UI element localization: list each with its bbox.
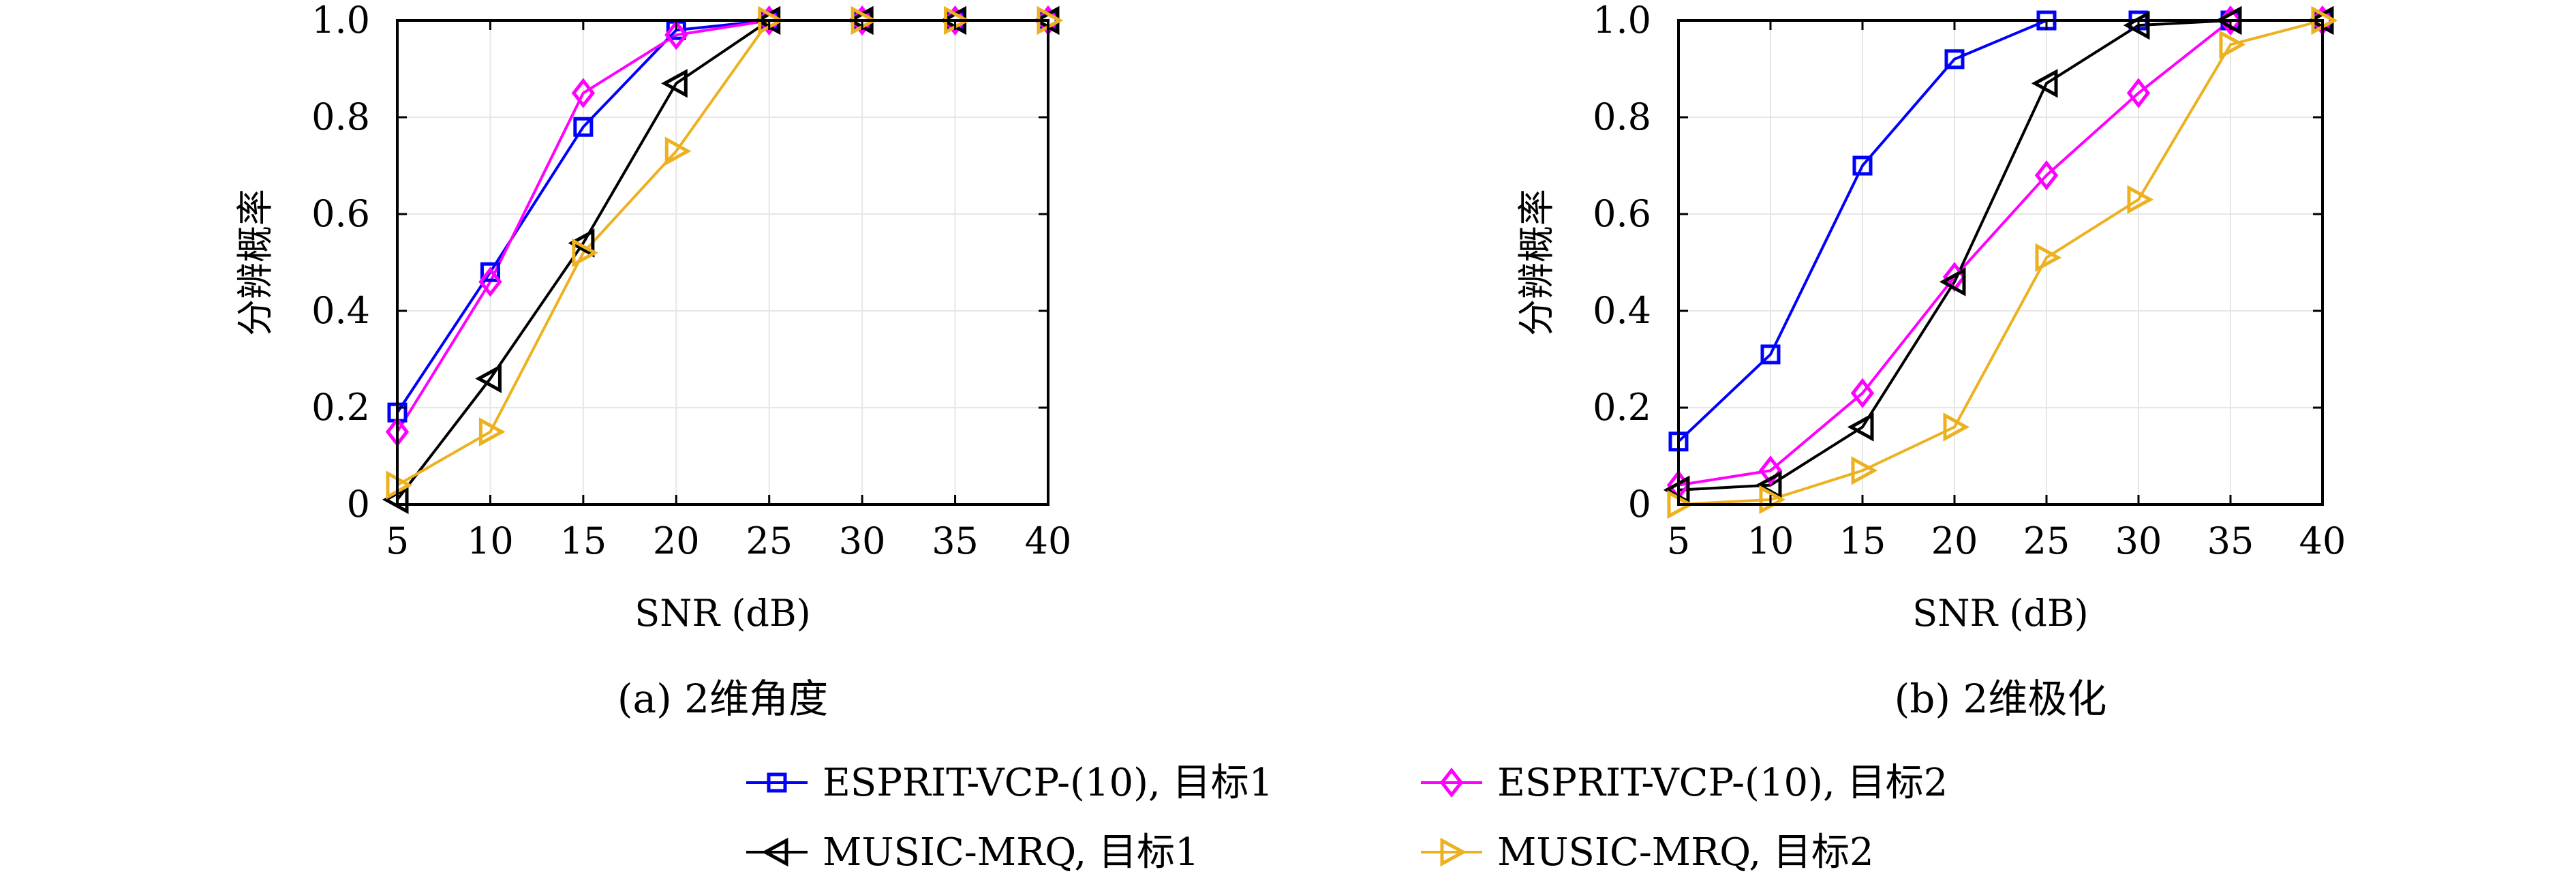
x-tick-label: 5 bbox=[386, 519, 409, 562]
y-tick-label: 0.8 bbox=[1593, 95, 1651, 138]
legend-item: MUSIC-MRQ, 目标2 bbox=[1421, 830, 1874, 875]
y-tick-label: 0 bbox=[347, 483, 370, 526]
data-point bbox=[2034, 160, 2059, 191]
chart-panel-1: 5 10 15 20 25 30 35 40 0 0.2 0.4 0.6 0.8 1.0 SNR (dB) 分… bbox=[234, 0, 1071, 722]
legend-marker bbox=[1439, 767, 1464, 798]
x-tick-label: 30 bbox=[2115, 519, 2162, 562]
x-tick-label: 25 bbox=[2023, 519, 2070, 562]
y-tick-label: 0.4 bbox=[311, 289, 370, 332]
data-point bbox=[1939, 267, 1966, 297]
data-point bbox=[1847, 412, 1874, 442]
data-point bbox=[480, 262, 500, 282]
x-tick-label: 25 bbox=[746, 519, 793, 562]
data-point bbox=[478, 267, 502, 297]
legend-label: MUSIC-MRQ, 目标1 bbox=[823, 830, 1199, 875]
y-axis-label: 分辨概率 bbox=[234, 189, 277, 336]
x-tick-label: 40 bbox=[1025, 519, 1072, 562]
x-tick-label: 35 bbox=[2207, 519, 2254, 562]
data-point bbox=[2031, 69, 2058, 98]
data-point bbox=[2035, 243, 2062, 273]
plot-frame bbox=[1677, 19, 2324, 506]
y-tick-label: 0.2 bbox=[1593, 386, 1651, 429]
series-line-3 bbox=[1678, 19, 2322, 492]
data-point bbox=[568, 228, 595, 258]
x-axis-label: SNR (dB) bbox=[634, 592, 810, 635]
x-tick-label: 20 bbox=[653, 519, 700, 562]
x-tick-label: 5 bbox=[1667, 519, 1690, 562]
x-tick-label: 35 bbox=[932, 519, 979, 562]
data-point bbox=[1851, 456, 1878, 485]
plot-frame bbox=[396, 19, 1049, 506]
data-point bbox=[571, 78, 596, 108]
data-point bbox=[664, 136, 692, 166]
y-tick-label: 0.8 bbox=[311, 95, 370, 138]
y-tick-label: 0.2 bbox=[311, 386, 370, 429]
x-axis-label: SNR (dB) bbox=[1912, 592, 2088, 635]
series-line-4 bbox=[1678, 19, 2323, 506]
x-tick-label: 15 bbox=[559, 519, 607, 562]
data-point bbox=[1758, 455, 1783, 486]
legend-marker bbox=[761, 837, 788, 867]
legend-marker bbox=[1440, 837, 1467, 867]
y-tick-label: 1.0 bbox=[1593, 0, 1651, 42]
data-point bbox=[2126, 78, 2151, 108]
data-point bbox=[1850, 378, 1875, 408]
data-point bbox=[1943, 412, 1970, 442]
legend-item: ESPRIT-VCP-(10), 目标2 bbox=[1421, 761, 1948, 805]
y-tick-label: 1.0 bbox=[311, 0, 370, 42]
x-tick-label: 30 bbox=[839, 519, 886, 562]
panel-caption: (a) 2维角度 bbox=[617, 676, 828, 722]
series-line-1 bbox=[1677, 19, 2322, 443]
y-tick-label: 0.6 bbox=[311, 192, 370, 235]
chart-panel-2: 5 10 15 20 25 30 35 40 0 0.2 0.4 0.6 0.8 1.0 SNR (dB) 分… bbox=[1515, 0, 2346, 722]
legend-label: ESPRIT-VCP-(10), 目标2 bbox=[1497, 761, 1948, 805]
data-point bbox=[1852, 155, 1873, 176]
y-tick-label: 0.4 bbox=[1593, 289, 1651, 332]
series-line-4 bbox=[397, 19, 1048, 487]
data-point bbox=[2219, 30, 2246, 59]
series-line-2 bbox=[1678, 19, 2322, 487]
legend-item: ESPRIT-VCP-(10), 目标1 bbox=[746, 761, 1273, 805]
legend: ESPRIT-VCP-(10), 目标1 ESPRIT-VCP-(10), 目标2… bbox=[746, 761, 1948, 875]
data-point bbox=[664, 20, 688, 50]
x-tick-label: 15 bbox=[1839, 519, 1886, 562]
x-tick-label: 10 bbox=[467, 519, 514, 562]
data-point bbox=[573, 117, 594, 137]
data-point bbox=[572, 238, 599, 268]
y-tick-label: 0.6 bbox=[1593, 192, 1651, 235]
data-point bbox=[1944, 49, 1965, 70]
series-line-1 bbox=[396, 19, 1048, 414]
legend-label: ESPRIT-VCP-(10), 目标1 bbox=[823, 761, 1273, 805]
x-tick-label: 10 bbox=[1747, 519, 1794, 562]
y-tick-label: 0 bbox=[1628, 483, 1651, 526]
data-point bbox=[1760, 344, 1781, 365]
data-point bbox=[475, 364, 502, 393]
legend-marker bbox=[767, 772, 787, 793]
panel-caption: (b) 2维极化 bbox=[1895, 676, 2107, 722]
legend-label: MUSIC-MRQ, 目标2 bbox=[1497, 830, 1874, 875]
data-point bbox=[478, 417, 506, 447]
legend-item: MUSIC-MRQ, 目标1 bbox=[746, 830, 1199, 875]
y-axis-label: 分辨概率 bbox=[1515, 189, 1558, 336]
x-tick-label: 40 bbox=[2299, 519, 2346, 562]
data-point bbox=[2127, 185, 2154, 214]
data-point bbox=[661, 69, 688, 98]
x-tick-label: 20 bbox=[1931, 519, 1978, 562]
